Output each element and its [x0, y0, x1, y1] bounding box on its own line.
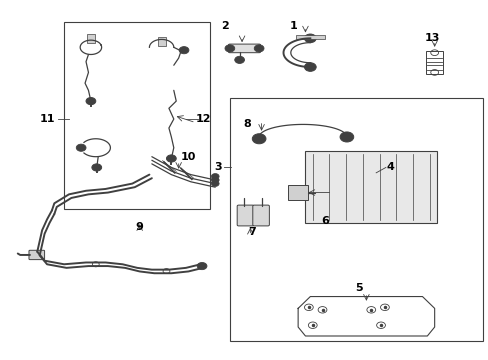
Circle shape — [304, 63, 316, 71]
Circle shape — [304, 34, 316, 42]
Bar — [229, 98, 483, 341]
Text: 3: 3 — [213, 162, 221, 172]
Bar — [87, 34, 95, 43]
Bar — [425, 51, 443, 74]
Text: 1: 1 — [289, 21, 297, 31]
Text: 6: 6 — [320, 216, 328, 226]
FancyBboxPatch shape — [228, 44, 260, 53]
Bar — [295, 36, 325, 39]
Text: 5: 5 — [355, 283, 362, 293]
Circle shape — [254, 45, 264, 52]
Bar — [158, 37, 165, 45]
Bar — [305, 151, 436, 223]
Circle shape — [224, 45, 234, 52]
Circle shape — [197, 262, 206, 270]
Text: 10: 10 — [181, 152, 196, 162]
Text: 7: 7 — [247, 227, 255, 237]
Text: 9: 9 — [136, 222, 143, 231]
Circle shape — [76, 144, 86, 151]
Text: 2: 2 — [221, 21, 228, 31]
Text: 8: 8 — [243, 120, 250, 129]
FancyBboxPatch shape — [237, 205, 253, 226]
Bar — [64, 22, 210, 209]
Text: 13: 13 — [424, 33, 439, 43]
Circle shape — [211, 177, 219, 183]
Circle shape — [211, 174, 219, 179]
Circle shape — [339, 132, 353, 142]
FancyBboxPatch shape — [29, 250, 44, 260]
Circle shape — [166, 155, 176, 162]
FancyBboxPatch shape — [252, 205, 269, 226]
Circle shape — [234, 56, 244, 63]
Circle shape — [252, 134, 265, 144]
Circle shape — [86, 98, 96, 105]
Text: 4: 4 — [386, 162, 394, 172]
Circle shape — [179, 46, 188, 54]
Bar — [288, 185, 307, 200]
Text: 11: 11 — [39, 114, 55, 124]
Circle shape — [211, 181, 219, 186]
Text: 12: 12 — [195, 114, 210, 124]
Circle shape — [92, 164, 102, 171]
